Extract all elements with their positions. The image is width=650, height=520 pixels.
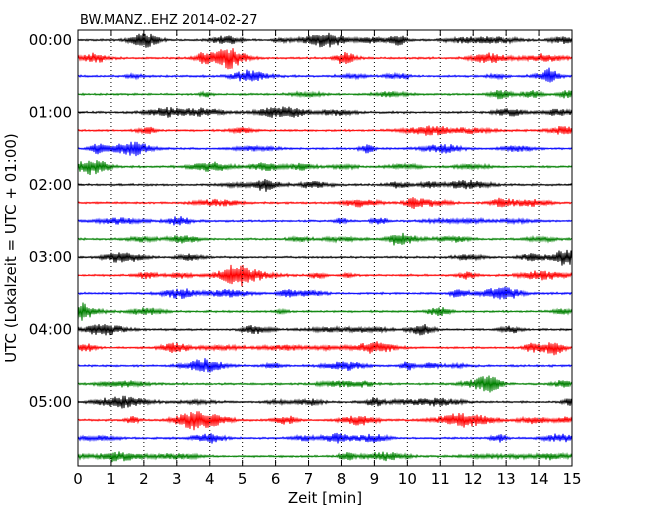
trace-line: [77, 323, 573, 336]
trace-line: [77, 67, 573, 83]
x-tick-label: 4: [205, 470, 215, 488]
trace-line: [77, 160, 573, 176]
x-tick-label: 11: [431, 470, 450, 488]
plot-frame: [77, 29, 573, 467]
x-tick-label: 0: [73, 470, 83, 488]
trace-line: [77, 375, 573, 393]
trace-line: [77, 32, 573, 48]
x-tick-label: 7: [304, 470, 314, 488]
x-tick-label: 1: [106, 470, 116, 488]
trace-line: [77, 125, 573, 136]
trace-line: [77, 358, 573, 373]
trace-line: [77, 216, 573, 226]
trace-line: [77, 232, 573, 246]
trace-line: [77, 264, 573, 287]
trace-line: [77, 141, 573, 157]
x-tick-label: 12: [464, 470, 483, 488]
x-tick-label: 3: [172, 470, 182, 488]
y-tick-label: 02:00: [29, 176, 72, 194]
x-tick-label: 10: [398, 470, 417, 488]
y-tick-label: 00:00: [29, 31, 72, 49]
x-tick-label: 9: [370, 470, 380, 488]
trace-line: [77, 432, 573, 444]
trace-line: [77, 249, 573, 266]
grid-layer: [110, 30, 540, 466]
y-ticks: 00:00 01:00 02:00 03:00 04:00 05:00: [29, 31, 572, 411]
y-tick-label: 05:00: [29, 393, 72, 411]
x-tick-label: 15: [562, 470, 581, 488]
x-tick-label: 5: [238, 470, 248, 488]
y-tick-label: 03:00: [29, 248, 72, 266]
x-tick-label: 8: [337, 470, 347, 488]
trace-line: [77, 302, 573, 321]
trace-line: [77, 341, 573, 356]
trace-line: [77, 48, 573, 70]
trace-line: [77, 286, 573, 300]
x-tick-label: 13: [497, 470, 516, 488]
trace-line: [77, 197, 573, 209]
x-tick-label: 6: [271, 470, 281, 488]
y-tick-label: 04:00: [29, 321, 72, 339]
x-tick-label: 14: [530, 470, 549, 488]
y-tick-label: 01:00: [29, 103, 72, 121]
trace-line: [77, 90, 573, 100]
trace-line: [77, 178, 573, 192]
chart-title: BW.MANZ..EHZ 2014-02-27: [80, 13, 258, 28]
traces-layer: [77, 32, 573, 463]
trace-line: [77, 411, 573, 431]
y-axis-label: UTC (Lokalzeit = UTC + 01:00): [2, 133, 20, 363]
x-ticks: 0 1 2 3 4 5 6 7 8 9 10 11 12 13 14 15: [73, 30, 582, 488]
trace-line: [77, 106, 573, 118]
trace-line: [77, 451, 573, 463]
trace-line: [77, 395, 573, 409]
x-axis-label: Zeit [min]: [288, 489, 362, 507]
x-tick-label: 2: [139, 470, 149, 488]
